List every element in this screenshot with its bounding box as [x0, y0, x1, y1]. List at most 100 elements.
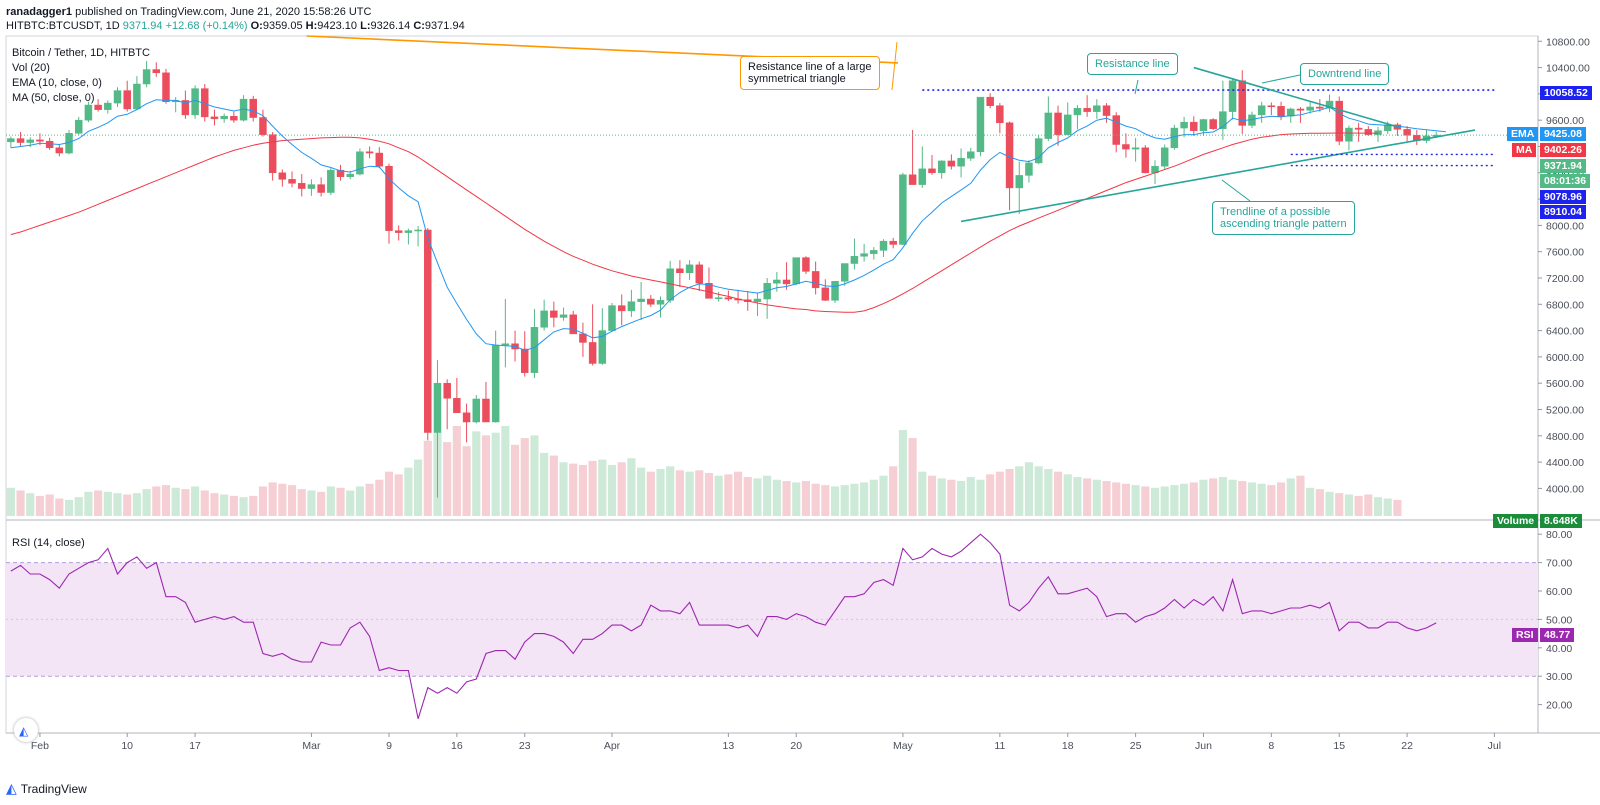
volume-bar [1180, 483, 1189, 516]
symbol: HITBTC:BTCUSDT, 1D [6, 20, 120, 32]
candle-body [918, 168, 927, 185]
volume-bar [142, 489, 151, 516]
candle-body [899, 174, 907, 245]
volume-bar [414, 459, 423, 516]
volume-bar [1083, 478, 1092, 516]
publisher-line: ranadagger1 published on TradingView.com… [6, 6, 371, 18]
volume-bar [530, 435, 539, 516]
x-tick-label: 18 [1062, 740, 1074, 752]
volume-bar [1141, 486, 1150, 516]
last-price-tag: 9371.94 [1540, 159, 1586, 173]
candle-body [569, 314, 577, 335]
volume-bar [685, 471, 694, 516]
volume-bar [782, 481, 791, 516]
volume-bar [578, 464, 587, 516]
resistance-callout: Resistance line [1087, 53, 1178, 75]
tv-logo-badge[interactable]: ◭ [14, 718, 38, 742]
volume-bar [1218, 477, 1227, 516]
x-tick-label: 23 [519, 740, 531, 752]
candle-body [1190, 121, 1198, 131]
candle-body [152, 69, 161, 74]
volume-bar [278, 483, 287, 516]
candle-body [1306, 106, 1314, 111]
candle-body [365, 151, 374, 154]
candle-body [1160, 147, 1169, 167]
chart-icon: ◭ [19, 724, 29, 738]
volume-bar [1344, 494, 1353, 516]
candle-body [1403, 129, 1411, 136]
volume-bar [103, 491, 112, 516]
price-tick-label: 4400.00 [1546, 457, 1584, 469]
candle-body [996, 105, 1004, 124]
volume-bar [1150, 487, 1160, 516]
volume-bar [132, 493, 141, 516]
candle-body [947, 160, 956, 167]
candle-body [191, 88, 199, 116]
x-tick-label: Mar [302, 740, 321, 752]
candle-body [1257, 105, 1266, 116]
candle-body [540, 310, 548, 328]
volume-bar [181, 489, 190, 516]
volume-bar [520, 438, 529, 516]
volume-bar [84, 491, 93, 516]
ema-legend[interactable]: EMA (10, close, 0) [12, 77, 102, 89]
volume-bar [210, 493, 219, 516]
volume-bar [976, 479, 985, 516]
volume-bar [675, 470, 684, 516]
volume-bar [966, 477, 975, 516]
downtrend-callout: Downtrend line [1300, 63, 1390, 85]
tradingview-logo[interactable]: ◭ TradingView [6, 780, 87, 797]
volume-bar [1063, 474, 1072, 516]
candle-body [840, 263, 849, 282]
volume-bar [957, 481, 966, 516]
volume-bar [171, 487, 180, 516]
candle-body [1131, 147, 1140, 150]
candle-body [986, 96, 994, 106]
candle-body [676, 268, 684, 273]
candle-body [967, 151, 975, 159]
volume-bar [1373, 497, 1383, 516]
volume-bar [1034, 466, 1043, 516]
candle-body [414, 229, 422, 232]
volume-bar [1296, 475, 1305, 516]
candle-body [1083, 108, 1091, 112]
volume-bar [860, 482, 869, 516]
low-label: L: [360, 20, 371, 32]
volume-bar [1383, 498, 1392, 516]
author-name[interactable]: ranadagger1 [6, 6, 73, 18]
candle-body [879, 240, 888, 251]
candle-body [162, 72, 170, 103]
volume-bar [365, 483, 374, 516]
volume-bar [1325, 491, 1334, 516]
volume-bar [763, 475, 772, 516]
x-tick-label: 10 [121, 740, 133, 752]
candle-body [1209, 119, 1217, 129]
candle-body [724, 297, 733, 300]
candle-body [84, 104, 93, 121]
volume-bar [908, 438, 917, 516]
candle-body [336, 169, 345, 177]
ma-legend[interactable]: MA (50, close, 0) [12, 92, 95, 104]
volume-bar [1209, 478, 1218, 516]
candle-body [695, 264, 704, 284]
candle-body [782, 279, 791, 285]
candle-body [579, 333, 587, 343]
candle-body [976, 96, 985, 152]
rsi-legend[interactable]: RSI (14, close) [12, 537, 85, 549]
volume-bar [666, 466, 675, 516]
x-tick-label: 11 [994, 740, 1005, 752]
candle-body [394, 230, 403, 233]
volume-bar [598, 459, 607, 516]
volume-bar [1267, 485, 1276, 516]
volume-bar [637, 467, 646, 516]
callout-line: Trendline of a possible [1220, 206, 1331, 218]
candle-body [1374, 130, 1382, 135]
candle-body [637, 298, 645, 302]
volume-bar [801, 481, 811, 516]
candle-body [1044, 112, 1053, 139]
volume-bar [55, 498, 64, 516]
candle-body [850, 256, 859, 264]
volume-bar [510, 444, 520, 516]
vol-legend[interactable]: Vol (20) [12, 62, 50, 74]
